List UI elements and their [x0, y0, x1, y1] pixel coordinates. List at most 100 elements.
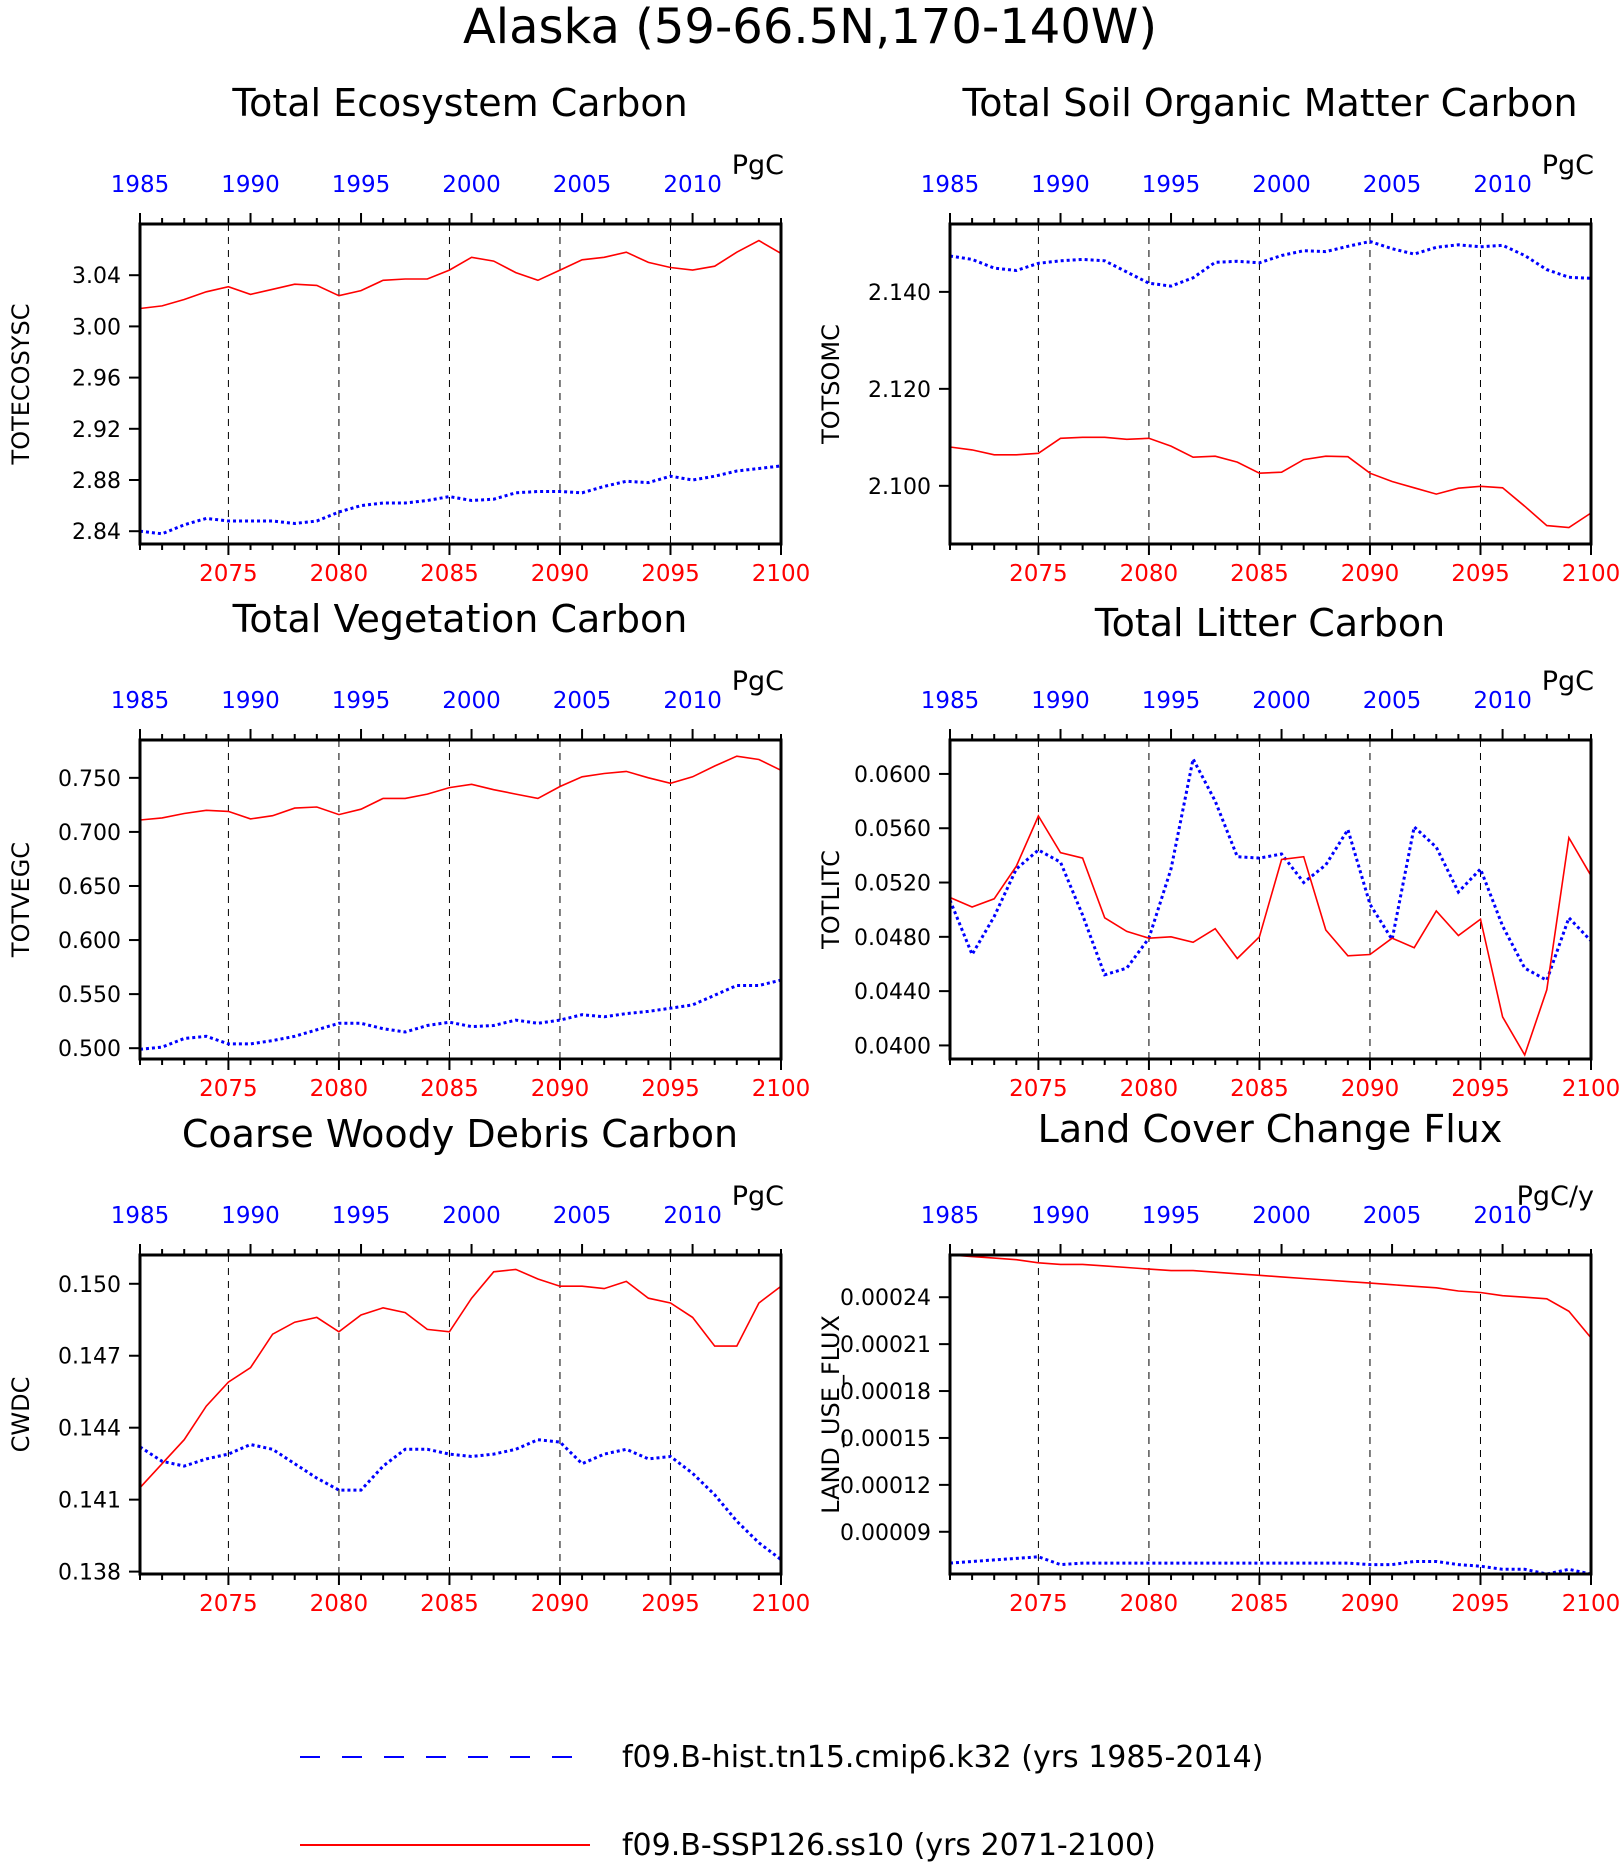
top-tick-label: 1985: [921, 1203, 980, 1229]
panel-title: Land Cover Change Flux: [1038, 1107, 1503, 1151]
panel-4: Total Litter Carbon PgC TOTLITC 2075 2080 208…: [817, 601, 1620, 1102]
y-tick-label: 0.500: [58, 1037, 121, 1062]
panel-title: Coarse Woody Debris Carbon: [182, 1112, 738, 1156]
y-tick-label: 2.88: [72, 469, 121, 494]
y-tick-label: 0.0520: [854, 872, 931, 897]
units-label: PgC: [732, 666, 784, 697]
top-tick-label: 1995: [332, 172, 391, 198]
bottom-tick-label: 2080: [1120, 561, 1179, 587]
page-title: Alaska (59-66.5N,170-140W): [463, 0, 1157, 55]
series-line-hist: [949, 1555, 1592, 1576]
bottom-tick-label: 2085: [420, 1076, 479, 1102]
panel-5: Coarse Woody Debris Carbon PgC CWDC 2075 208…: [7, 1112, 810, 1617]
series-line-hist: [948, 754, 1593, 983]
y-tick-label: 0.00021: [840, 1333, 931, 1358]
bottom-tick-label: 2095: [641, 1076, 700, 1102]
bottom-tick-label: 2075: [199, 1591, 258, 1617]
top-tick-label: 2010: [1473, 688, 1532, 714]
bottom-tick-label: 2085: [1230, 1591, 1289, 1617]
y-tick-label: 2.92: [72, 418, 121, 443]
top-tick-label: 1990: [1031, 688, 1090, 714]
bottom-tick-label: 2100: [752, 561, 811, 587]
y-tick-label: 2.96: [72, 367, 121, 392]
y-tick-label: 0.750: [58, 767, 121, 792]
series-line-ssp: [139, 755, 782, 821]
bottom-tick-label: 2080: [1120, 1591, 1179, 1617]
units-label: PgC: [732, 1181, 784, 1212]
series-line-hist: [949, 239, 1592, 288]
bottom-tick-label: 2100: [752, 1076, 811, 1102]
y-tick-label: 0.147: [58, 1345, 121, 1370]
y-tick-label: 0.700: [58, 821, 121, 846]
bottom-tick-label: 2095: [641, 1591, 700, 1617]
panel-title: Total Litter Carbon: [1094, 601, 1445, 645]
plot-frame: [138, 738, 783, 1061]
y-tick-label: 0.150: [58, 1273, 121, 1298]
plot-frame: [138, 222, 783, 546]
y-tick-label: 0.00015: [840, 1427, 931, 1452]
top-tick-label: 1995: [1142, 688, 1201, 714]
series-line-hist: [139, 1438, 782, 1561]
top-tick-label: 1985: [111, 1203, 170, 1229]
legend-hist-label: f09.B-hist.tn15.cmip6.k32 (yrs 1985-2014…: [622, 1740, 1263, 1775]
y-axis-label: TOTECOSYSC: [7, 304, 35, 466]
top-tick-label: 1990: [221, 1203, 280, 1229]
bottom-tick-label: 2090: [1341, 1076, 1400, 1102]
top-tick-label: 2010: [663, 688, 722, 714]
bottom-tick-label: 2095: [1451, 1591, 1510, 1617]
plot-frame: [138, 1253, 783, 1576]
bottom-tick-label: 2075: [1009, 1076, 1068, 1102]
bottom-tick-label: 2080: [310, 561, 369, 587]
top-tick-label: 1985: [921, 688, 980, 714]
y-tick-label: 2.140: [868, 281, 931, 306]
top-tick-label: 2010: [663, 1203, 722, 1229]
bottom-tick-label: 2100: [752, 1591, 811, 1617]
y-tick-label: 2.100: [868, 475, 931, 500]
series-line-hist: [139, 464, 782, 536]
y-tick-label: 0.138: [58, 1561, 121, 1586]
bottom-tick-label: 2090: [1341, 1591, 1400, 1617]
top-tick-label: 2010: [1473, 172, 1532, 198]
series-line-ssp: [139, 1268, 782, 1489]
top-tick-label: 2005: [1363, 1203, 1422, 1229]
y-tick-label: 3.04: [72, 264, 121, 289]
bottom-tick-label: 2090: [531, 1591, 590, 1617]
bottom-tick-label: 2080: [310, 1076, 369, 1102]
bottom-tick-label: 2100: [1562, 1591, 1621, 1617]
bottom-tick-label: 2085: [420, 1591, 479, 1617]
panel-title: Total Vegetation Carbon: [232, 597, 688, 641]
panel-title: Total Ecosystem Carbon: [231, 81, 687, 125]
bottom-tick-label: 2090: [531, 561, 590, 587]
panel-1: Total Ecosystem Carbon PgC TOTECOSYSC 2075 2…: [7, 81, 810, 587]
bottom-tick-label: 2075: [1009, 1591, 1068, 1617]
top-tick-label: 2000: [442, 1203, 501, 1229]
top-tick-label: 1985: [111, 688, 170, 714]
bottom-tick-label: 2085: [1230, 1076, 1289, 1102]
units-label: PgC: [732, 150, 784, 181]
top-tick-label: 2005: [553, 688, 612, 714]
bottom-tick-label: 2100: [1562, 1076, 1621, 1102]
y-tick-label: 0.550: [58, 983, 121, 1008]
y-tick-label: 0.00024: [840, 1286, 931, 1311]
top-tick-label: 1990: [1031, 1203, 1090, 1229]
panel-2: Total Soil Organic Matter Carbon PgC TOTSO…: [817, 81, 1620, 587]
y-tick-label: 0.650: [58, 875, 121, 900]
top-tick-label: 2000: [1252, 1203, 1311, 1229]
bottom-tick-label: 2075: [199, 1076, 258, 1102]
top-tick-label: 1995: [332, 1203, 391, 1229]
bottom-tick-label: 2100: [1562, 561, 1621, 587]
bottom-tick-label: 2095: [641, 561, 700, 587]
bottom-tick-label: 2080: [310, 1591, 369, 1617]
y-axis-label: CWDC: [7, 1377, 35, 1453]
top-tick-label: 2005: [1363, 688, 1422, 714]
bottom-tick-label: 2090: [1341, 561, 1400, 587]
top-tick-label: 2005: [553, 172, 612, 198]
y-axis-label: TOTSOMC: [817, 324, 845, 445]
plot-frame: [948, 1253, 1593, 1576]
y-tick-label: 0.0600: [854, 763, 931, 788]
units-label: PgC: [1542, 150, 1594, 181]
units-label: PgC: [1542, 666, 1594, 697]
y-tick-label: 0.0480: [854, 926, 931, 951]
